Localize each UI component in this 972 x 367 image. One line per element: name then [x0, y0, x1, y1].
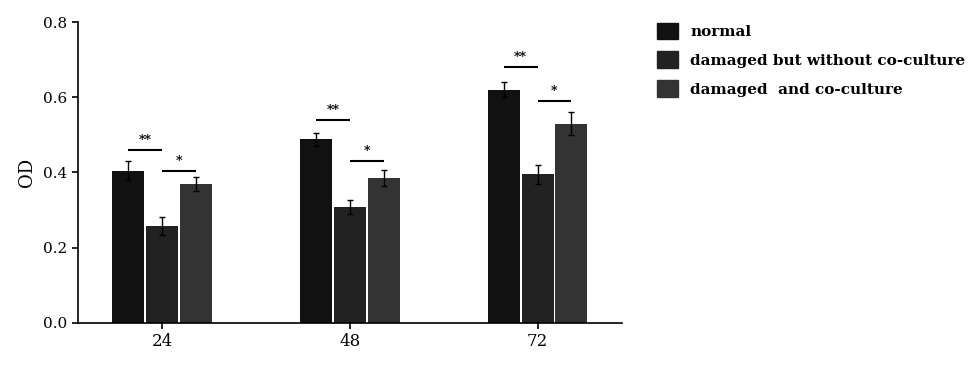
Bar: [113, 171, 145, 323]
Text: **: **: [514, 51, 527, 64]
Bar: [333, 207, 366, 323]
Text: *: *: [551, 85, 558, 98]
Text: **: **: [139, 134, 152, 147]
Legend: normal, damaged but without co-culture, damaged  and co-culture: normal, damaged but without co-culture, …: [649, 15, 972, 105]
Bar: [146, 226, 178, 323]
Bar: [488, 90, 520, 323]
Text: *: *: [364, 145, 370, 158]
Bar: [367, 178, 399, 323]
Text: *: *: [176, 155, 183, 168]
Bar: [522, 174, 554, 323]
Bar: [300, 139, 332, 323]
Bar: [180, 184, 212, 323]
Bar: [555, 124, 587, 323]
Text: **: **: [327, 104, 339, 117]
Y-axis label: OD: OD: [18, 158, 36, 187]
